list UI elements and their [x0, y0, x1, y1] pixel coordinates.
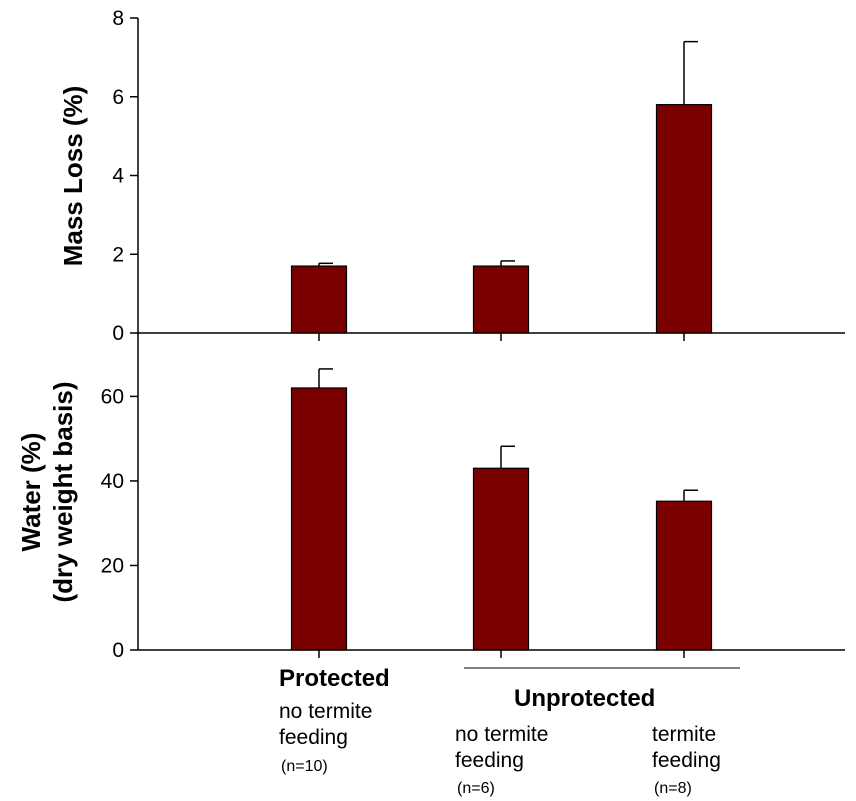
mass-loss-bar — [290, 265, 348, 334]
mass-loss-y-tick-label: 0 — [112, 322, 124, 345]
water-y-tick-label: 20 — [101, 554, 124, 577]
mass-loss-y-tick-label: 2 — [112, 243, 124, 266]
water-y-axis-label-line1: Water (%) — [16, 433, 46, 552]
unprotected-no-feeding-line2: feeding — [455, 749, 524, 772]
water-y-tick-label: 0 — [112, 639, 124, 662]
water-bar — [472, 467, 530, 651]
protected-group-header: Protected — [279, 665, 390, 692]
mass-loss-y-tick-label: 8 — [112, 7, 124, 30]
protected-condition-line1: no termite — [279, 700, 372, 723]
water-bar — [290, 387, 348, 651]
mass-loss-bar — [655, 104, 713, 334]
protected-condition-line2: feeding — [279, 726, 348, 749]
mass-loss-bar — [472, 265, 530, 334]
unprotected-group-header: Unprotected — [514, 685, 655, 712]
water-y-tick-label: 60 — [101, 385, 124, 408]
unprotected-no-feeding-sample-size: (n=6) — [457, 780, 495, 797]
mass-loss-y-tick-label: 6 — [112, 86, 124, 109]
mass-loss-y-axis-label: Mass Loss (%) — [58, 86, 88, 267]
water-y-axis-label-line2: (dry weight basis) — [48, 381, 78, 602]
unprotected-feeding-line1: termite — [652, 723, 716, 746]
unprotected-feeding-sample-size: (n=8) — [654, 780, 692, 797]
x-axis-group-labels: Protected no termite feeding (n=10) Unpr… — [279, 665, 740, 797]
mass-loss-panel: Mass Loss (%) 0 2 4 6 8 — [58, 7, 845, 345]
mass-loss-y-tick-label: 4 — [112, 165, 124, 188]
water-bar — [655, 500, 713, 651]
unprotected-no-feeding-line1: no termite — [455, 723, 548, 746]
protected-sample-size: (n=10) — [281, 758, 328, 775]
water-panel: Water (%) (dry weight basis) 0 20 40 60 — [16, 333, 845, 662]
unprotected-feeding-line2: feeding — [652, 749, 721, 772]
water-y-tick-label: 40 — [101, 470, 124, 493]
